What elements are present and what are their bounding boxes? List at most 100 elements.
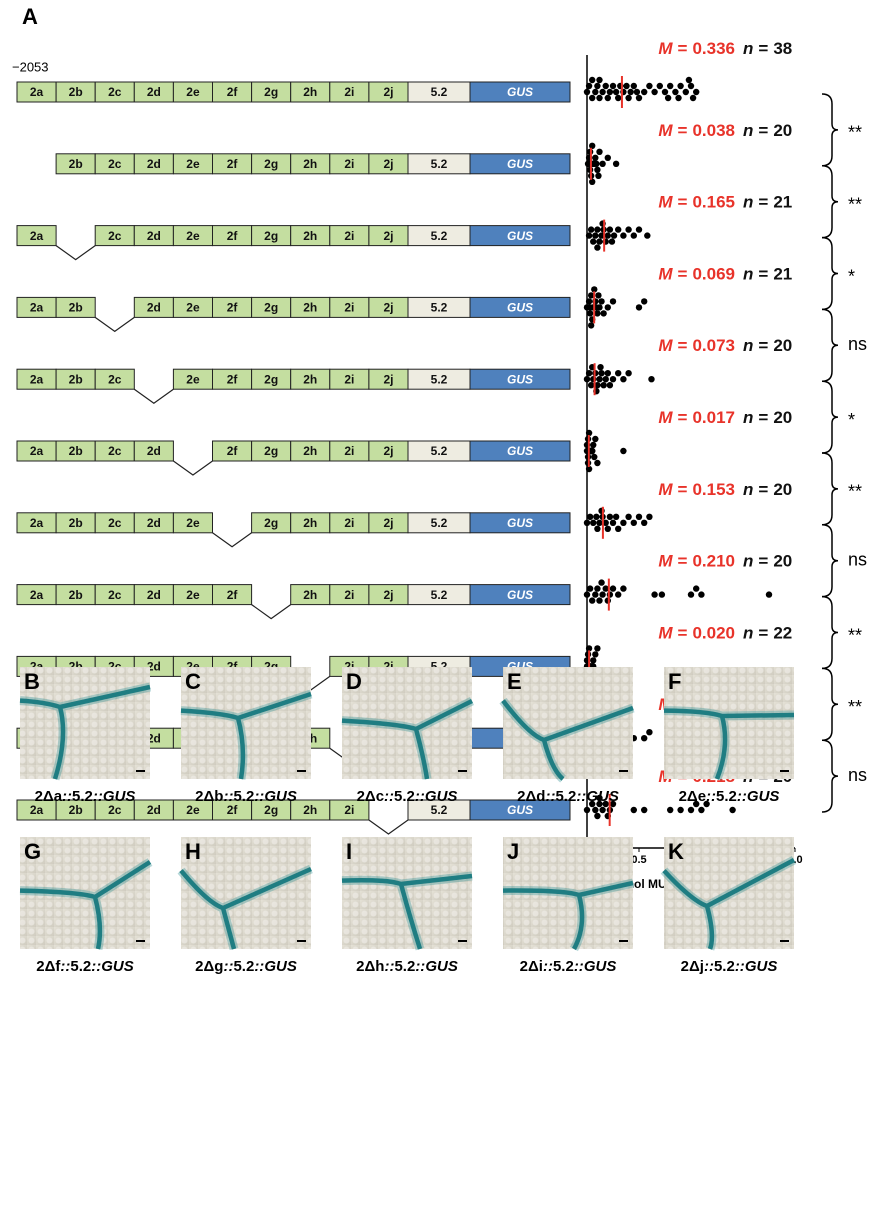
data-dot: [607, 89, 613, 95]
data-dot: [615, 526, 621, 532]
mean-label: M=0.017: [658, 408, 735, 427]
caption-separator: ::: [254, 788, 264, 805]
equals: =: [678, 337, 688, 356]
segment-label: 2c: [108, 229, 122, 243]
comparison-brace: [822, 525, 838, 597]
mean-label: M=0.336: [658, 39, 735, 58]
data-dot: [610, 585, 616, 591]
data-dot: [729, 807, 735, 813]
mean-symbol: M: [658, 624, 673, 643]
data-dot: [646, 729, 652, 735]
n-label: n=20: [743, 337, 792, 356]
n-label: n=20: [743, 121, 792, 140]
data-dot: [672, 89, 678, 95]
mean-value: 0.165: [692, 193, 735, 212]
data-dot: [590, 238, 596, 244]
data-dot: [667, 807, 673, 813]
data-dot: [591, 454, 597, 460]
segment-label: 2a: [30, 444, 44, 458]
data-dot: [592, 591, 598, 597]
data-dot: [620, 520, 626, 526]
data-dot: [636, 226, 642, 232]
caption-construct: 5.2: [394, 958, 415, 975]
n-value: 20: [773, 337, 792, 356]
caption-reporter: GUS: [584, 958, 617, 975]
data-dot: [665, 95, 671, 101]
caption-prefix: 2Δa: [35, 788, 63, 805]
caption-separator: ::: [60, 958, 70, 975]
data-dot: [631, 83, 637, 89]
mean-symbol: M: [658, 408, 673, 427]
data-dot: [688, 591, 694, 597]
data-dot: [631, 232, 637, 238]
data-dot: [631, 807, 637, 813]
caption-reporter: GUS: [264, 958, 297, 975]
data-dot: [607, 591, 613, 597]
deletion-connector: [95, 317, 134, 331]
data-dot: [593, 161, 599, 167]
data-dot: [592, 298, 598, 304]
mean-label: M=0.210: [658, 552, 735, 571]
segment-label: 2b: [69, 803, 83, 817]
caption-separator: ::: [543, 958, 553, 975]
data-dot: [589, 95, 595, 101]
data-dot: [598, 298, 604, 304]
segment-label: 2b: [69, 85, 83, 99]
caption-separator: ::: [223, 788, 233, 805]
mean-label: M=0.165: [658, 193, 735, 212]
data-dot: [677, 807, 683, 813]
segment-label: 5.2: [431, 516, 448, 530]
segment-label: 2f: [227, 588, 239, 602]
equals: =: [758, 624, 768, 643]
data-dot: [620, 376, 626, 382]
data-dot: [598, 579, 604, 585]
segment-label: 5.2: [431, 157, 448, 171]
significance-label: ns: [848, 334, 867, 354]
data-dot: [610, 520, 616, 526]
segment-label: GUS: [507, 301, 533, 315]
data-dot: [596, 520, 602, 526]
segment-label: 2j: [383, 588, 393, 602]
segment-label: 2h: [303, 444, 317, 458]
genotype-caption: 2Δa::5.2::GUS: [35, 788, 136, 805]
segment-label: 2d: [147, 229, 161, 243]
segment-label: 2c: [108, 803, 122, 817]
data-dot: [594, 813, 600, 819]
equals: =: [678, 408, 688, 427]
caption-separator: ::: [704, 958, 714, 975]
equals: =: [758, 337, 768, 356]
caption-separator: ::: [93, 788, 103, 805]
n-label: n=20: [743, 480, 792, 499]
micrograph: D: [342, 667, 472, 779]
segment-label: 2b: [69, 372, 83, 386]
data-dot: [587, 514, 593, 520]
equals: =: [678, 624, 688, 643]
caption-prefix: 2Δd: [517, 788, 545, 805]
segment-label: 2i: [344, 372, 354, 386]
data-dot: [686, 77, 692, 83]
caption-separator: ::: [415, 958, 425, 975]
segment-label: 2i: [344, 157, 354, 171]
genotype-caption: 2Δe::5.2::GUS: [679, 788, 780, 805]
genotype-caption: 2Δj::5.2::GUS: [681, 958, 778, 975]
data-dot: [594, 167, 600, 173]
segment-label: 5.2: [431, 301, 448, 315]
segment-label: 2b: [69, 444, 83, 458]
data-dot: [596, 95, 602, 101]
equals: =: [678, 39, 688, 58]
data-dot: [587, 304, 593, 310]
n-value: 21: [773, 265, 792, 284]
mean-label: M=0.069: [658, 265, 735, 284]
data-dot: [698, 807, 704, 813]
micrograph: B: [20, 667, 150, 779]
segment-label: 5.2: [431, 588, 448, 602]
segment-label: 2c: [108, 85, 122, 99]
segment-label: 2d: [147, 85, 161, 99]
data-dot: [625, 226, 631, 232]
equals: =: [758, 193, 768, 212]
data-dot: [611, 232, 617, 238]
data-dot: [592, 651, 598, 657]
micrograph: F: [664, 667, 794, 779]
caption-separator: ::: [223, 958, 233, 975]
segment-label: 2g: [264, 301, 278, 315]
